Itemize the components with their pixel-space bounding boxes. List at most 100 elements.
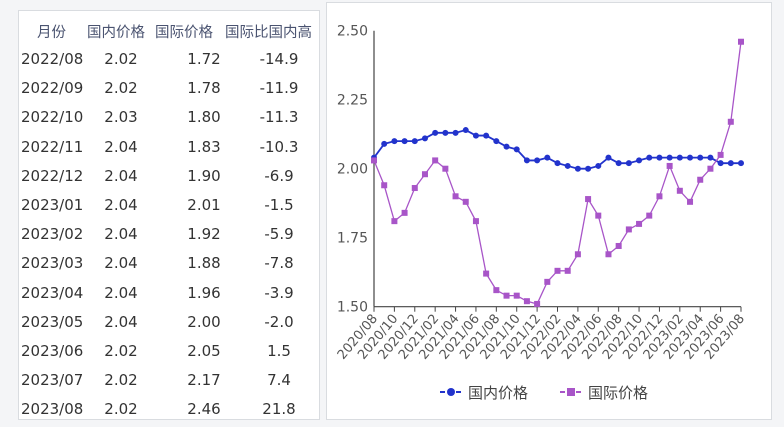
data-point-domestic [697, 154, 704, 161]
table-row: 2023/06 2.02 2.05 1.5 [19, 338, 319, 367]
cell-month: 2022/12 [21, 166, 84, 185]
data-point-international [432, 157, 439, 164]
data-point-international [554, 267, 561, 274]
cell-international: 2.01 [187, 196, 221, 214]
data-point-domestic [544, 154, 551, 161]
cell-domestic: 2.02 [104, 342, 138, 360]
data-point-international [371, 157, 377, 164]
price-table: 月份 国内价格 国际价格 国际比国内高 2022/08 2.02 1.72 -14.9… [18, 10, 320, 420]
data-point-domestic [625, 160, 632, 167]
cell-month: 2023/01 [21, 196, 84, 214]
data-point-international [717, 151, 724, 158]
data-point-domestic [656, 154, 663, 161]
legend-label: 国内价格 [468, 384, 528, 402]
cell-international: 2.00 [187, 312, 221, 331]
data-point-international [595, 212, 602, 219]
data-point-domestic [666, 154, 673, 161]
data-point-domestic [483, 132, 490, 139]
data-point-domestic [472, 132, 479, 139]
cell-international: 2.17 [187, 371, 221, 390]
cell-domestic: 2.04 [104, 283, 138, 302]
cell-international: 1.72 [187, 50, 221, 68]
cell-diff: -11.9 [259, 79, 299, 98]
data-point-international [401, 209, 408, 216]
cell-international: 1.88 [187, 254, 221, 273]
cell-domestic: 2.02 [104, 79, 138, 98]
cell-domestic: 2.04 [104, 166, 138, 185]
table-row: 2022/11 2.04 1.83 -10.3 [19, 134, 319, 163]
data-point-international [513, 292, 520, 299]
data-point-international [462, 198, 469, 205]
table-row: 2023/04 2.04 1.96 -3.9 [19, 280, 319, 309]
data-point-international [544, 278, 551, 285]
data-point-international [738, 38, 744, 45]
cell-month: 2023/04 [21, 283, 84, 302]
header-diff: 国际比国内高 [225, 25, 312, 41]
data-point-domestic [676, 154, 683, 161]
legend-label: 国际价格 [588, 384, 648, 402]
data-point-international [381, 182, 388, 189]
cell-domestic: 2.04 [104, 225, 138, 244]
data-point-domestic [523, 157, 530, 164]
data-point-domestic [605, 154, 612, 161]
data-point-international [523, 298, 530, 305]
y-tick-label: 1.75 [337, 231, 368, 247]
cell-international: 2.46 [187, 400, 221, 419]
series-line-1 [373, 41, 742, 305]
cell-diff: -2.0 [264, 312, 294, 331]
data-point-domestic [687, 154, 694, 161]
cell-month: 2023/05 [21, 312, 84, 331]
data-point-domestic [554, 160, 561, 167]
table-row: 2023/01 2.04 2.01 -1.5 [19, 192, 319, 221]
data-point-international [534, 300, 541, 307]
cell-diff: -3.9 [264, 283, 294, 302]
cell-diff: -7.8 [264, 254, 294, 273]
cell-month: 2022/10 [21, 108, 84, 127]
data-point-international [421, 171, 428, 178]
data-point-domestic [564, 162, 571, 169]
cell-diff: -1.5 [264, 196, 294, 214]
cell-month: 2023/02 [21, 225, 84, 244]
data-point-international [615, 242, 622, 249]
table-row: 2022/10 2.03 1.80 -11.3 [19, 104, 319, 133]
legend-circle-icon [447, 388, 455, 396]
cell-international: 1.78 [187, 79, 221, 98]
data-point-domestic [595, 162, 602, 169]
data-point-international [411, 185, 418, 192]
cell-month: 2023/06 [21, 342, 84, 360]
data-point-domestic [452, 129, 459, 136]
data-point-domestic [381, 140, 388, 147]
data-point-international [676, 187, 683, 194]
cell-diff: 1.5 [267, 342, 291, 360]
cell-domestic: 2.04 [104, 254, 138, 273]
data-point-domestic [442, 129, 449, 136]
header-month: 月份 [37, 25, 66, 41]
cell-month: 2023/08 [21, 400, 84, 419]
cell-diff: 21.8 [262, 400, 296, 419]
data-point-international [605, 251, 612, 258]
cell-diff: -10.3 [259, 137, 299, 156]
cell-domestic: 2.02 [104, 371, 138, 390]
chart-panel [326, 2, 772, 420]
table-row: 2022/08 2.02 1.72 -14.9 [19, 46, 319, 75]
data-point-domestic [411, 138, 418, 145]
data-point-international [727, 118, 734, 125]
cell-month: 2023/03 [21, 254, 84, 273]
data-point-international [564, 267, 571, 274]
cell-month: 2022/08 [21, 50, 84, 68]
data-point-domestic [534, 157, 541, 164]
cell-domestic: 2.04 [104, 137, 138, 156]
data-point-international [472, 218, 479, 225]
data-point-international [666, 162, 673, 169]
cell-international: 1.92 [187, 225, 221, 244]
data-point-domestic [401, 138, 408, 145]
y-tick-label: 1.50 [337, 300, 368, 316]
data-point-domestic [646, 154, 653, 161]
data-point-international [625, 226, 632, 233]
data-point-domestic [493, 138, 500, 145]
y-tick-label: 2.00 [337, 162, 368, 178]
data-point-domestic [462, 127, 469, 134]
data-point-domestic [707, 154, 714, 161]
data-point-international [687, 198, 694, 205]
